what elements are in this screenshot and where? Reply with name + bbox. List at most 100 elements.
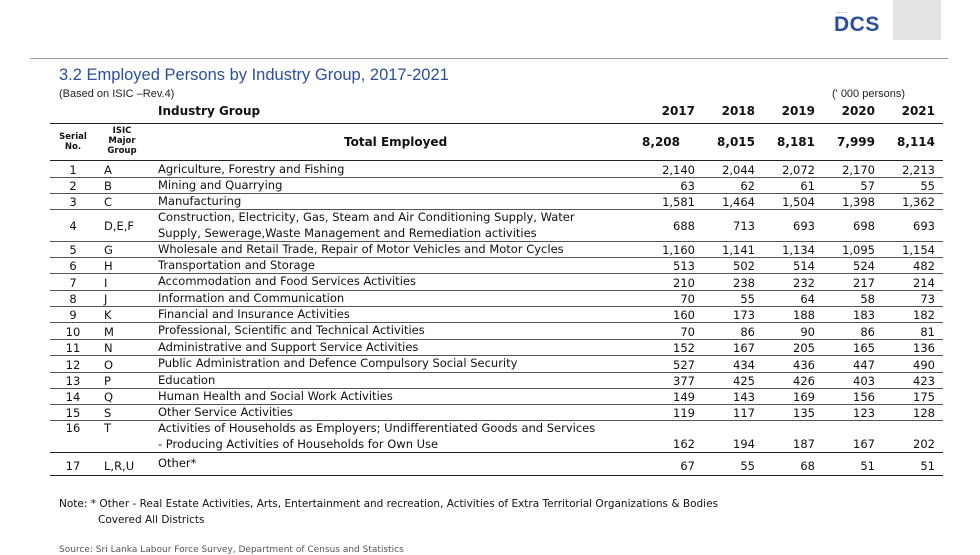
row-value-2017: 513 (673, 259, 695, 273)
row-isic-group: B (104, 179, 112, 193)
row-isic-group: L,R,U (104, 459, 135, 473)
row-value-2018: 173 (733, 308, 755, 322)
row-value-2019: 2,072 (782, 163, 815, 177)
row-value-2020: 51 (860, 459, 875, 473)
row-value-2018: 86 (740, 324, 755, 339)
row-value-2020: 156 (853, 390, 875, 404)
row-value-2018: 62 (740, 179, 755, 193)
row-isic-group: N (104, 341, 113, 355)
row-divider (50, 209, 943, 210)
unit-label: (' 000 persons) (832, 88, 906, 100)
row-serial: 3 (69, 195, 77, 209)
row-value-2020: 183 (853, 308, 875, 322)
row-value-2017: 377 (673, 374, 695, 388)
row-value-2021: 73 (920, 292, 935, 306)
row-value-2021: 175 (913, 390, 935, 404)
page-title: 3.2 Employed Persons by Industry Group, … (59, 66, 449, 84)
row-value-2020: 524 (853, 259, 875, 273)
row-isic-group: P (104, 374, 111, 388)
row-value-2021: 51 (920, 459, 935, 473)
row-serial: 14 (65, 390, 81, 404)
row-divider (50, 388, 943, 389)
row-value-2017: 527 (673, 357, 695, 372)
row-industry-description: Financial and Insurance Activities (158, 307, 350, 321)
row-industry-description: - Producing Activities of Households for… (158, 437, 439, 451)
row-value-2019: 232 (793, 275, 815, 290)
row-isic-group: J (104, 292, 108, 306)
row-value-2020: 58 (860, 292, 875, 306)
row-value-2020: 86 (860, 324, 875, 339)
row-industry-description: Other* (158, 456, 197, 470)
row-value-2020: 698 (853, 219, 875, 233)
row-divider (50, 177, 943, 178)
row-serial: 4 (69, 219, 77, 233)
row-divider (50, 241, 943, 242)
row-value-2021: 81 (920, 324, 935, 339)
row-industry-description: Education (158, 373, 216, 387)
row-serial: 17 (65, 459, 81, 473)
row-value-2021: 128 (913, 406, 935, 420)
row-value-2019: 514 (793, 259, 815, 273)
row-value-2018: 143 (733, 390, 755, 404)
row-divider (50, 273, 943, 274)
row-value-2021: 136 (913, 341, 935, 355)
row-industry-description: Other Service Activities (158, 405, 293, 419)
row-value-2018: 55 (740, 292, 755, 306)
row-value-2019: 436 (793, 357, 815, 372)
row-serial: 9 (69, 308, 77, 322)
row-value-2018: 425 (733, 374, 755, 388)
row-value-2018: 1,141 (722, 243, 755, 257)
header-divider (30, 58, 948, 59)
row-industry-description: Activities of Households as Employers; U… (158, 421, 596, 435)
corner-gray-box (893, 0, 941, 40)
row-divider (50, 306, 943, 307)
row-isic-group: G (104, 243, 113, 257)
row-serial: 15 (65, 406, 81, 420)
row-value-2017: 210 (673, 275, 695, 290)
row-divider (50, 257, 943, 258)
row-value-2018: 167 (733, 341, 755, 355)
row-value-2017: 70 (680, 324, 695, 339)
row-value-2021: 1,154 (902, 243, 935, 257)
row-value-2019: 169 (793, 390, 815, 404)
row-isic-group: Q (104, 390, 114, 404)
industry-group-header: Industry Group (158, 104, 261, 118)
row-isic-group: T (104, 421, 112, 435)
row-value-2021: 693 (913, 219, 935, 233)
row-value-2021: 1,362 (902, 195, 935, 209)
row-value-2019: 188 (793, 308, 815, 322)
row-value-2020: 1,095 (842, 243, 875, 257)
row-industry-description: Professional, Scientific and Technical A… (158, 323, 425, 337)
serial-no-header: Serial No. (59, 132, 87, 152)
row-divider (50, 452, 943, 453)
row-industry-description: Public Administration and Defence Compul… (158, 356, 518, 370)
table-top-rule (50, 123, 943, 124)
row-value-2019: 1,134 (782, 243, 815, 257)
row-value-2018: 502 (733, 259, 755, 273)
row-serial: 10 (65, 324, 81, 339)
isic-group-header: ISIC Major Group (107, 126, 137, 156)
year-header-2018: 2018 (721, 104, 755, 118)
footnote: Note: * Other - Real Estate Activities, … (59, 498, 719, 510)
row-value-2020: 57 (860, 179, 875, 193)
year-header-2021: 2021 (901, 104, 935, 118)
row-industry-description: Supply, Sewerage,Waste Management and Re… (158, 226, 537, 240)
row-value-2017: 63 (680, 179, 695, 193)
row-value-2021: 214 (913, 275, 935, 290)
row-value-2019: 187 (793, 437, 815, 451)
row-value-2019: 205 (793, 341, 815, 355)
logo-dots: .... (836, 8, 848, 15)
row-industry-description: Transportation and Storage (158, 258, 315, 272)
row-value-2018: 238 (733, 275, 755, 290)
row-industry-description: Human Health and Social Work Activities (158, 389, 393, 403)
row-value-2017: 119 (673, 406, 695, 420)
row-isic-group: C (104, 195, 113, 209)
row-industry-description: Mining and Quarrying (158, 178, 283, 192)
row-value-2018: 713 (733, 219, 755, 233)
row-serial: 6 (69, 259, 77, 273)
row-industry-description: Information and Communication (158, 291, 345, 305)
row-serial: 11 (65, 341, 81, 355)
row-value-2017: 160 (673, 308, 695, 322)
row-serial: 16 (65, 421, 81, 435)
row-serial: 7 (69, 275, 77, 290)
